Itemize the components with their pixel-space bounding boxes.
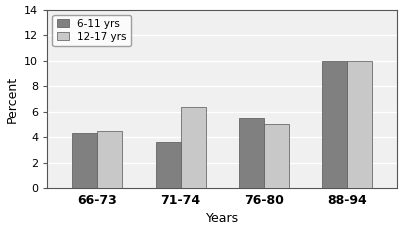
Bar bbox=[181, 106, 206, 188]
Bar bbox=[156, 142, 181, 188]
Y-axis label: Percent: Percent bbox=[6, 75, 19, 122]
Bar bbox=[347, 61, 372, 188]
Bar bbox=[97, 131, 122, 188]
Bar bbox=[239, 118, 264, 188]
Bar bbox=[72, 134, 97, 188]
Legend: 6-11 yrs, 12-17 yrs: 6-11 yrs, 12-17 yrs bbox=[52, 15, 131, 46]
X-axis label: Years: Years bbox=[206, 213, 239, 225]
Bar bbox=[322, 61, 347, 188]
Bar bbox=[264, 125, 289, 188]
